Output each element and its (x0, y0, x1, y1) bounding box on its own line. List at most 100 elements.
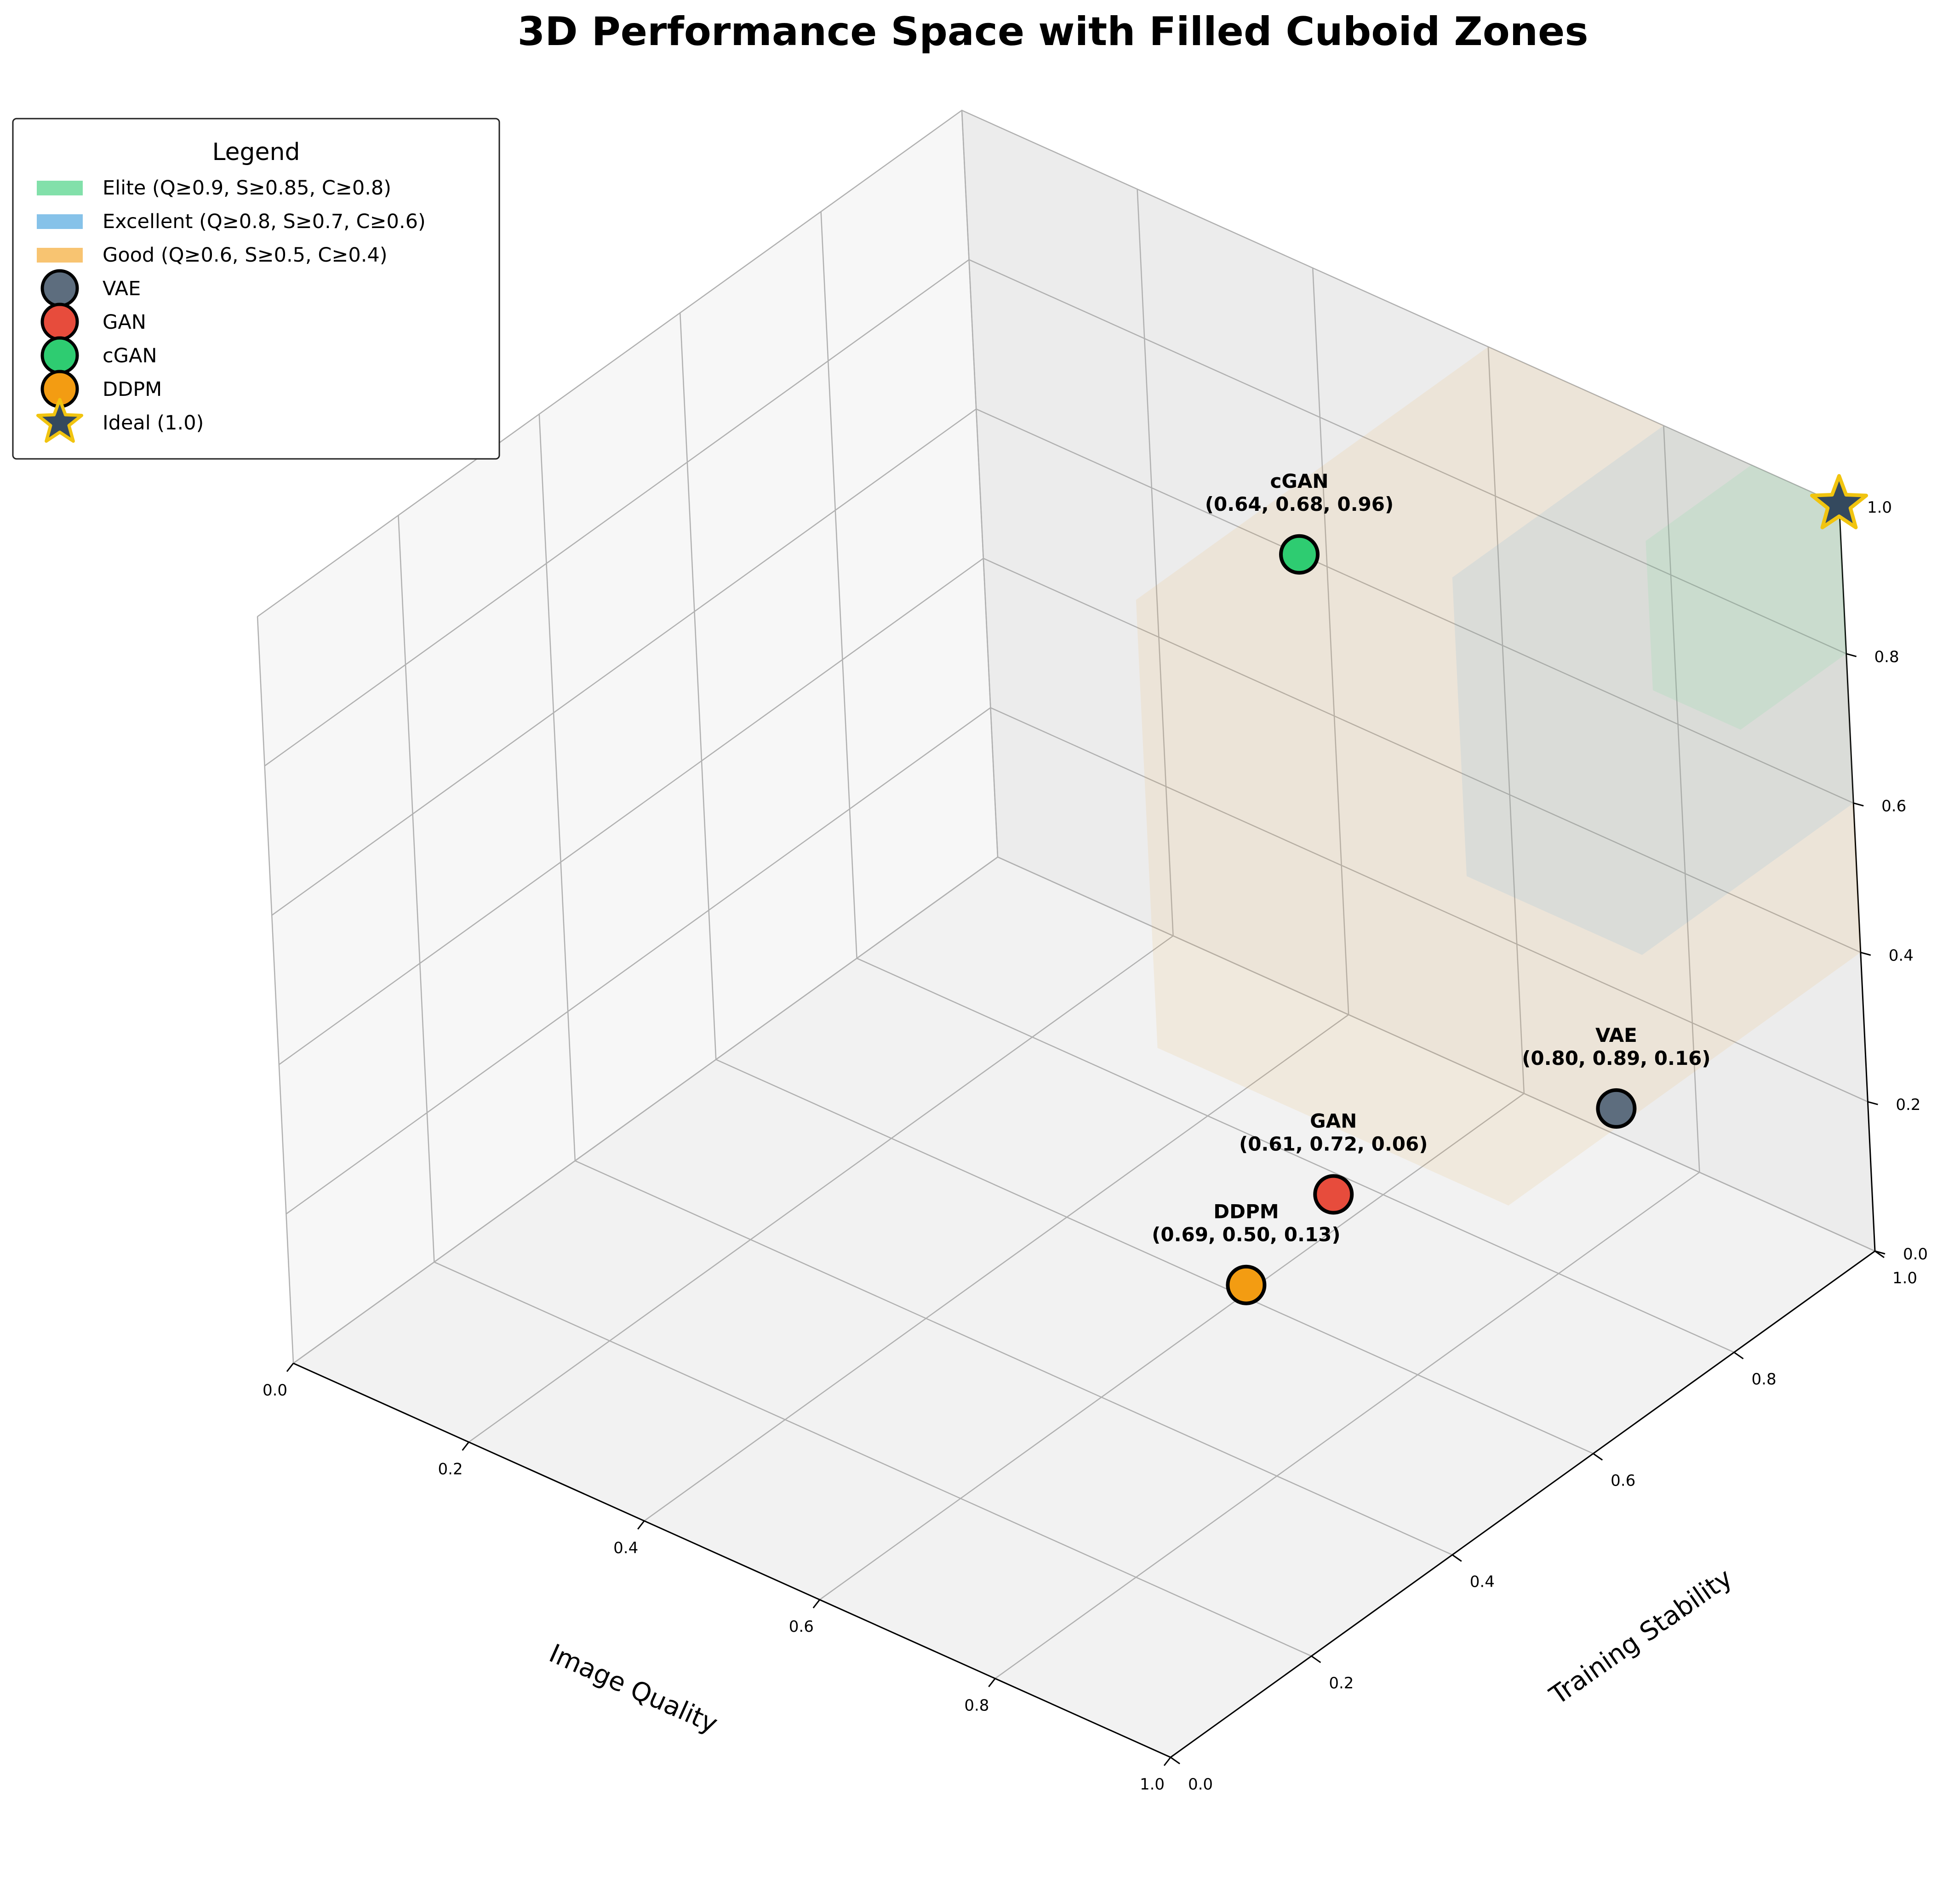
legend-point-marker (40, 269, 79, 308)
legend-entry-label: DDPM (103, 378, 162, 401)
z-tick-label: 0.8 (1874, 648, 1899, 666)
y-tick-label: 0.6 (1611, 1471, 1635, 1490)
legend-star-marker (36, 398, 84, 443)
zone-face (1488, 347, 1861, 953)
grid-line (434, 1261, 1312, 1657)
x-tick-label: 0.2 (438, 1460, 463, 1478)
x-tick-mark (988, 1678, 996, 1687)
zone-face (1452, 577, 1642, 955)
y-tick-mark (1311, 1655, 1321, 1664)
y-axis-label: Training Stability (1544, 1563, 1737, 1711)
zone-face (1136, 600, 1509, 1206)
grid-line (976, 408, 1854, 804)
grid-line (679, 313, 717, 1060)
point-annotations: VAE (0.80, 0.89, 0.16) GAN (0.61, 0.72, 0.0… (1152, 470, 1710, 1246)
annotation-line: (0.64, 0.68, 0.96) (1205, 493, 1394, 515)
x-axis-label: Image Quality (545, 1638, 722, 1739)
grid-line (293, 856, 998, 1364)
data-point (1596, 1088, 1637, 1129)
x-tick-label: 0.6 (789, 1618, 814, 1636)
z-axis-line (1838, 504, 1876, 1252)
grid-lines (257, 109, 1876, 1758)
grid-line (575, 1160, 1453, 1555)
grid-line (286, 707, 991, 1215)
annotation-line: DDPM (1213, 1201, 1279, 1223)
annotation-line: cGAN (1270, 470, 1328, 492)
y-tick-label: 0.0 (1188, 1775, 1213, 1794)
grid-line (271, 408, 977, 916)
zone-face (1452, 425, 1839, 657)
y-tick-label: 1.0 (1892, 1269, 1917, 1287)
zone-face (1467, 724, 1854, 955)
z-tick-label: 0.4 (1889, 946, 1914, 965)
annotation-line: (0.61, 0.72, 0.06) (1239, 1133, 1428, 1155)
y-tick-mark (1733, 1351, 1744, 1360)
legend-zone-swatch (37, 248, 83, 263)
grid-line (961, 109, 1840, 505)
z-tick-label: 0.0 (1903, 1245, 1928, 1264)
grid-line (398, 515, 435, 1262)
performance-zones (1136, 347, 1861, 1206)
legend-entry-label: VAE (103, 277, 141, 300)
legend: Legend Elite (Q≥0.9, S≥0.85, C≥0.8) Excell… (12, 118, 500, 460)
grid-line (468, 935, 1174, 1443)
grid-line (819, 1093, 1525, 1601)
grid-line (257, 109, 962, 617)
grid-line (538, 414, 576, 1161)
zone-face (1646, 541, 1741, 730)
legend-entry-label: cGAN (103, 344, 157, 367)
annotation-line: GAN (1310, 1110, 1357, 1132)
legend-title: Legend (212, 138, 300, 166)
grid-line (820, 212, 857, 959)
ideal-star-marker (1810, 474, 1868, 530)
grid-line (1663, 425, 1700, 1172)
point-annotation: cGAN (0.64, 0.68, 0.96) (1205, 470, 1394, 515)
x-tick-label: 0.0 (263, 1381, 287, 1400)
zone-face (1733, 504, 1846, 730)
annotation-line: (0.80, 0.89, 0.16) (1522, 1047, 1710, 1069)
data-points (1226, 474, 1868, 1305)
data-point (1279, 534, 1320, 575)
y-tick-label: 0.8 (1752, 1370, 1777, 1389)
z-tick-mark (1853, 802, 1864, 807)
grid-line (257, 616, 294, 1364)
z-tick-mark (1846, 653, 1857, 657)
zone-face (1751, 465, 1846, 654)
x-tick-mark (286, 1363, 294, 1372)
legend-zone-swatch (37, 181, 83, 195)
zone-face (1628, 504, 1854, 955)
zone-face (1646, 465, 1759, 691)
grid-line (644, 1014, 1349, 1521)
x-tick-mark (1163, 1757, 1171, 1766)
legend-entry-label: Elite (Q≥0.9, S≥0.85, C≥0.8) (103, 177, 391, 200)
zone-face (1136, 347, 1839, 758)
grid-line (961, 110, 999, 858)
x-tick-label: 0.4 (613, 1539, 638, 1557)
y-tick-label: 0.4 (1470, 1573, 1495, 1591)
y-tick-label: 0.2 (1329, 1674, 1354, 1692)
point-annotation: VAE (0.80, 0.89, 0.16) (1522, 1024, 1710, 1069)
grid-line (983, 558, 1861, 953)
x-axis-line (293, 1362, 1171, 1758)
x-tick-label: 1.0 (1140, 1775, 1165, 1794)
data-point (1226, 1264, 1267, 1305)
annotation-line: (0.69, 0.50, 0.13) (1152, 1224, 1340, 1246)
z-tick-label: 1.0 (1867, 498, 1892, 517)
grid-line (969, 259, 1847, 654)
zone-face (1157, 795, 1861, 1206)
x-tick-label: 0.8 (964, 1697, 989, 1715)
legend-entry-label: Good (Q≥0.6, S≥0.5, C≥0.4) (103, 244, 388, 267)
x-tick-mark (637, 1520, 645, 1530)
legend-box (12, 118, 500, 460)
grid-line (997, 856, 1875, 1252)
zone-face (1646, 465, 1839, 581)
grid-line (857, 958, 1735, 1353)
point-annotation: DDPM (0.69, 0.50, 0.13) (1152, 1201, 1340, 1246)
chart-title: 3D Performance Space with Filled Cuboid … (517, 9, 1588, 55)
data-point (1313, 1174, 1354, 1215)
z-tick-mark (1860, 951, 1871, 956)
grid-line (264, 259, 970, 766)
grid-line (715, 1059, 1594, 1454)
y-tick-mark (1593, 1453, 1603, 1461)
x-tick-mark (462, 1441, 469, 1451)
